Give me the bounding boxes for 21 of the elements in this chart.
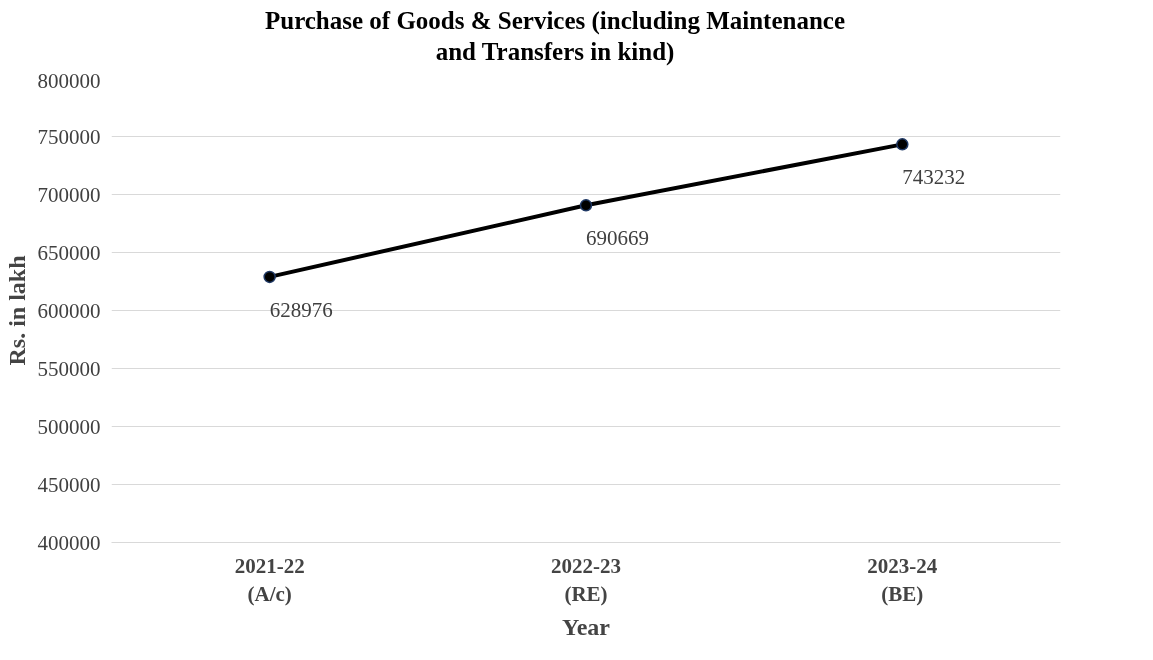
y-tick-label: 650000 bbox=[37, 240, 101, 264]
data-label: 628976 bbox=[269, 297, 333, 322]
point bbox=[579, 198, 593, 212]
y-tick-label: 500000 bbox=[37, 414, 101, 438]
y-tick-label: 450000 bbox=[37, 472, 101, 496]
x-tick-label: 2022-23 (RE) bbox=[551, 553, 621, 606]
data-label: 743232 bbox=[902, 164, 966, 189]
y-tick-label: 750000 bbox=[37, 124, 101, 148]
y-axis-title: Rs. in lakh bbox=[3, 254, 30, 366]
x-axis-title: Year bbox=[562, 613, 611, 640]
point bbox=[263, 270, 276, 283]
point bbox=[896, 137, 909, 151]
y-tick-label: 700000 bbox=[37, 182, 101, 206]
data-label: 690669 bbox=[586, 225, 649, 250]
y-tick-label: 800000 bbox=[37, 68, 101, 92]
x-tick-label: 2021-22 (A/c) bbox=[234, 553, 305, 606]
y-tick-label: 600000 bbox=[37, 298, 101, 322]
chart-title: Purchase of Goods & Services (including Maintenance and Transfers in kind) bbox=[264, 6, 846, 68]
y-tick-label: 400000 bbox=[37, 530, 101, 554]
y-tick-label: 550000 bbox=[37, 356, 101, 380]
x-tick-label: 2023-24 (BE) bbox=[867, 553, 938, 606]
